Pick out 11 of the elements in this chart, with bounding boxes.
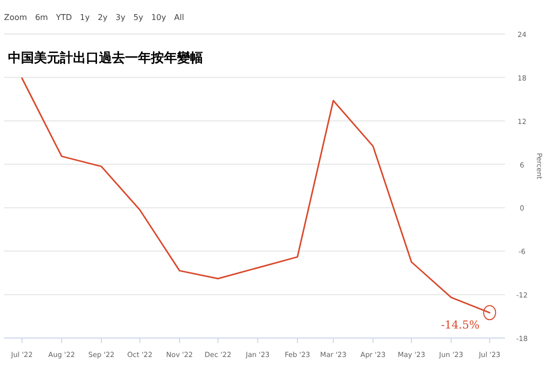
text: 中国美元計出口過去一年按年變幅 [8,50,203,66]
text: 1y [80,13,90,22]
text: All [174,13,184,22]
text: 6m [35,13,48,22]
text: 2y [98,13,108,22]
text: 3y [116,13,126,22]
text: 5y [133,13,144,22]
text: 10y [151,13,166,22]
text: YTD [54,13,72,22]
annotation: -14.5% [440,318,480,332]
text: Zoom [4,13,28,22]
